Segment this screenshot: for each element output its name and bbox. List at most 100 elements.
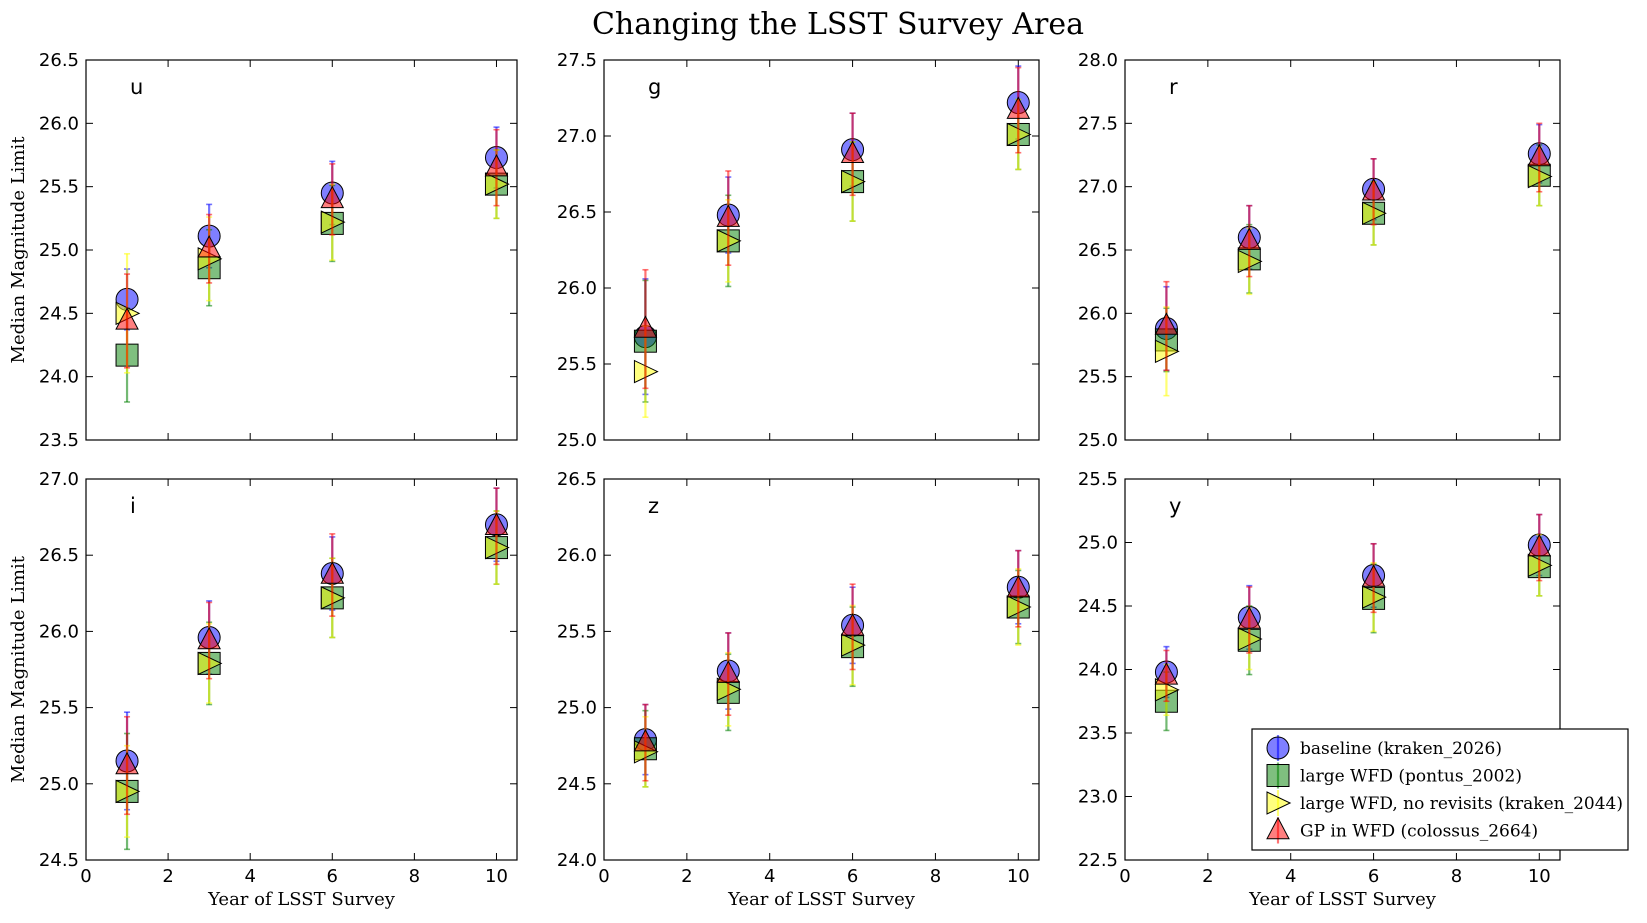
y-tick-label: 27.0 [557, 126, 597, 147]
series-gp-in-wfd-colossus-2664 [633, 66, 1031, 390]
x-tick-label: 4 [1285, 866, 1296, 887]
y-tick-label: 24.0 [1078, 660, 1118, 681]
x-tick-label: 2 [162, 866, 173, 887]
x-tick-label: 0 [80, 866, 91, 887]
panel-label: r [1169, 75, 1178, 99]
data-point-marker [115, 751, 139, 775]
series-large-wfd-pontus-2002 [1154, 536, 1551, 732]
y-tick-label: 23.5 [39, 430, 79, 451]
data-point-marker [484, 512, 509, 535]
y-axis-label: Median Magnitude Limit [8, 555, 29, 783]
data-point-marker [197, 626, 221, 650]
y-tick-label: 23.5 [1078, 723, 1118, 744]
series-baseline-kraken-2026 [115, 487, 508, 811]
panel-label: u [130, 75, 143, 99]
data-point-marker [1154, 312, 1179, 335]
x-tick-label: 2 [681, 866, 692, 887]
legend-marker [1266, 764, 1290, 787]
y-tick-label: 25.5 [557, 621, 597, 642]
x-tick-label: 8 [409, 866, 420, 887]
series-gp-in-wfd-colossus-2664 [1154, 122, 1552, 372]
legend: baseline (kraken_2026)large WFD (pontus_… [1251, 728, 1629, 851]
y-tick-label: 27.5 [1078, 113, 1118, 134]
y-tick-label: 25.5 [557, 354, 597, 375]
panel-label: y [1169, 494, 1181, 518]
series-large-wfd-pontus-2002 [633, 569, 1030, 788]
axes-frame [85, 59, 518, 441]
x-tick-label: 6 [1368, 866, 1379, 887]
data-point-marker [716, 660, 741, 683]
y-tick-label: 26.0 [39, 113, 79, 134]
panel-label: i [130, 494, 136, 518]
y-tick-label: 25.5 [1078, 367, 1118, 388]
series-large-wfd-pontus-2002 [633, 98, 1030, 403]
series-baseline-kraken-2026 [633, 549, 1030, 776]
data-point-marker [1361, 564, 1386, 587]
legend-entry: large WFD (pontus_2002) [1266, 762, 1522, 789]
data-point-marker [197, 235, 221, 258]
data-point-marker [320, 561, 345, 584]
legend-label: large WFD, no revisits (kraken_2044) [1300, 794, 1623, 814]
x-tick-label: 10 [1528, 866, 1551, 887]
data-point-marker [1237, 606, 1262, 629]
y-tick-label: 25.0 [1078, 533, 1118, 554]
y-tick-label: 26.0 [557, 278, 597, 299]
x-tick-label: 0 [598, 866, 609, 887]
legend-entry: large WFD, no revisits (kraken_2044) [1266, 790, 1623, 816]
legend-label: GP in WFD (colossus_2664) [1300, 822, 1538, 842]
axes-frame [603, 59, 1040, 441]
data-point-marker [1154, 662, 1179, 685]
data-point-marker [484, 153, 509, 177]
x-tick-label: 8 [1451, 866, 1462, 887]
data-point-marker [1237, 227, 1262, 250]
panel-i: 24.5 25.0 25.5 26.0 26.5 27.0 0 2 4 6 8 10 i Median M… [8, 469, 518, 910]
data-point-marker [1527, 143, 1552, 167]
data-point-marker [840, 613, 865, 636]
y-tick-label: 24.5 [39, 850, 79, 871]
x-tick-label: 0 [1119, 866, 1130, 887]
y-tick-label: 24.5 [39, 303, 79, 324]
data-point-marker [633, 728, 658, 752]
y-tick-label: 26.5 [1078, 240, 1118, 261]
series-baseline-kraken-2026 [115, 126, 508, 331]
y-tick-label: 24.0 [557, 850, 597, 871]
y-axis-label: Median Magnitude Limit [8, 136, 29, 364]
panel-y: 22.5 23.0 23.5 24.0 24.5 25.0 25.5 0 2 4 6 8 10 y Year… [1078, 469, 1561, 910]
data-point-marker [716, 204, 741, 227]
y-tick-label: 26.0 [39, 621, 79, 642]
axes-frame [85, 478, 518, 861]
y-tick-label: 25.0 [557, 430, 597, 451]
x-tick-label: 10 [1007, 866, 1030, 887]
panel-g: 25.0 25.5 26.0 26.5 27.0 27.5 g [557, 50, 1040, 451]
figure-title: Changing the LSST Survey Area [592, 7, 1084, 42]
x-tick-label: 8 [930, 866, 941, 887]
y-tick-label: 24.5 [1078, 596, 1118, 617]
panel-u: 23.5 24.0 24.5 25.0 25.5 26.0 26.5 u Median Magn… [8, 50, 518, 451]
y-tick-label: 26.5 [557, 202, 597, 223]
x-axis-label: Year of LSST Survey [207, 889, 396, 910]
series-large-wfd-pontus-2002 [115, 149, 508, 403]
series-gp-in-wfd-colossus-2664 [115, 128, 509, 369]
panel-z: 24.0 24.5 25.0 25.5 26.0 26.5 0 2 4 6 8 10 z Year of … [557, 469, 1040, 910]
y-tick-label: 25.5 [39, 177, 79, 198]
y-tick-label: 26.5 [39, 50, 79, 71]
data-point-marker [1006, 575, 1031, 598]
legend-marker [1266, 791, 1292, 815]
panel-label: z [648, 494, 659, 518]
x-tick-label: 4 [244, 866, 255, 887]
data-point-marker [1361, 178, 1386, 201]
legend-marker [1266, 736, 1290, 760]
data-point-marker [115, 307, 139, 330]
legend-label: baseline (kraken_2026) [1300, 739, 1502, 759]
y-tick-label: 25.0 [39, 240, 79, 261]
x-axis-label: Year of LSST Survey [727, 889, 916, 910]
y-tick-label: 24.5 [557, 774, 597, 795]
legend-marker [1266, 816, 1290, 840]
panel-label: g [648, 75, 661, 99]
series-large-wfd-no-revisits-kraken-2044 [633, 98, 1032, 419]
y-tick-label: 25.0 [39, 774, 79, 795]
x-tick-label: 2 [1202, 866, 1213, 887]
y-tick-label: 25.5 [1078, 469, 1118, 490]
x-tick-label: 6 [327, 866, 338, 887]
x-tick-label: 4 [764, 866, 775, 887]
